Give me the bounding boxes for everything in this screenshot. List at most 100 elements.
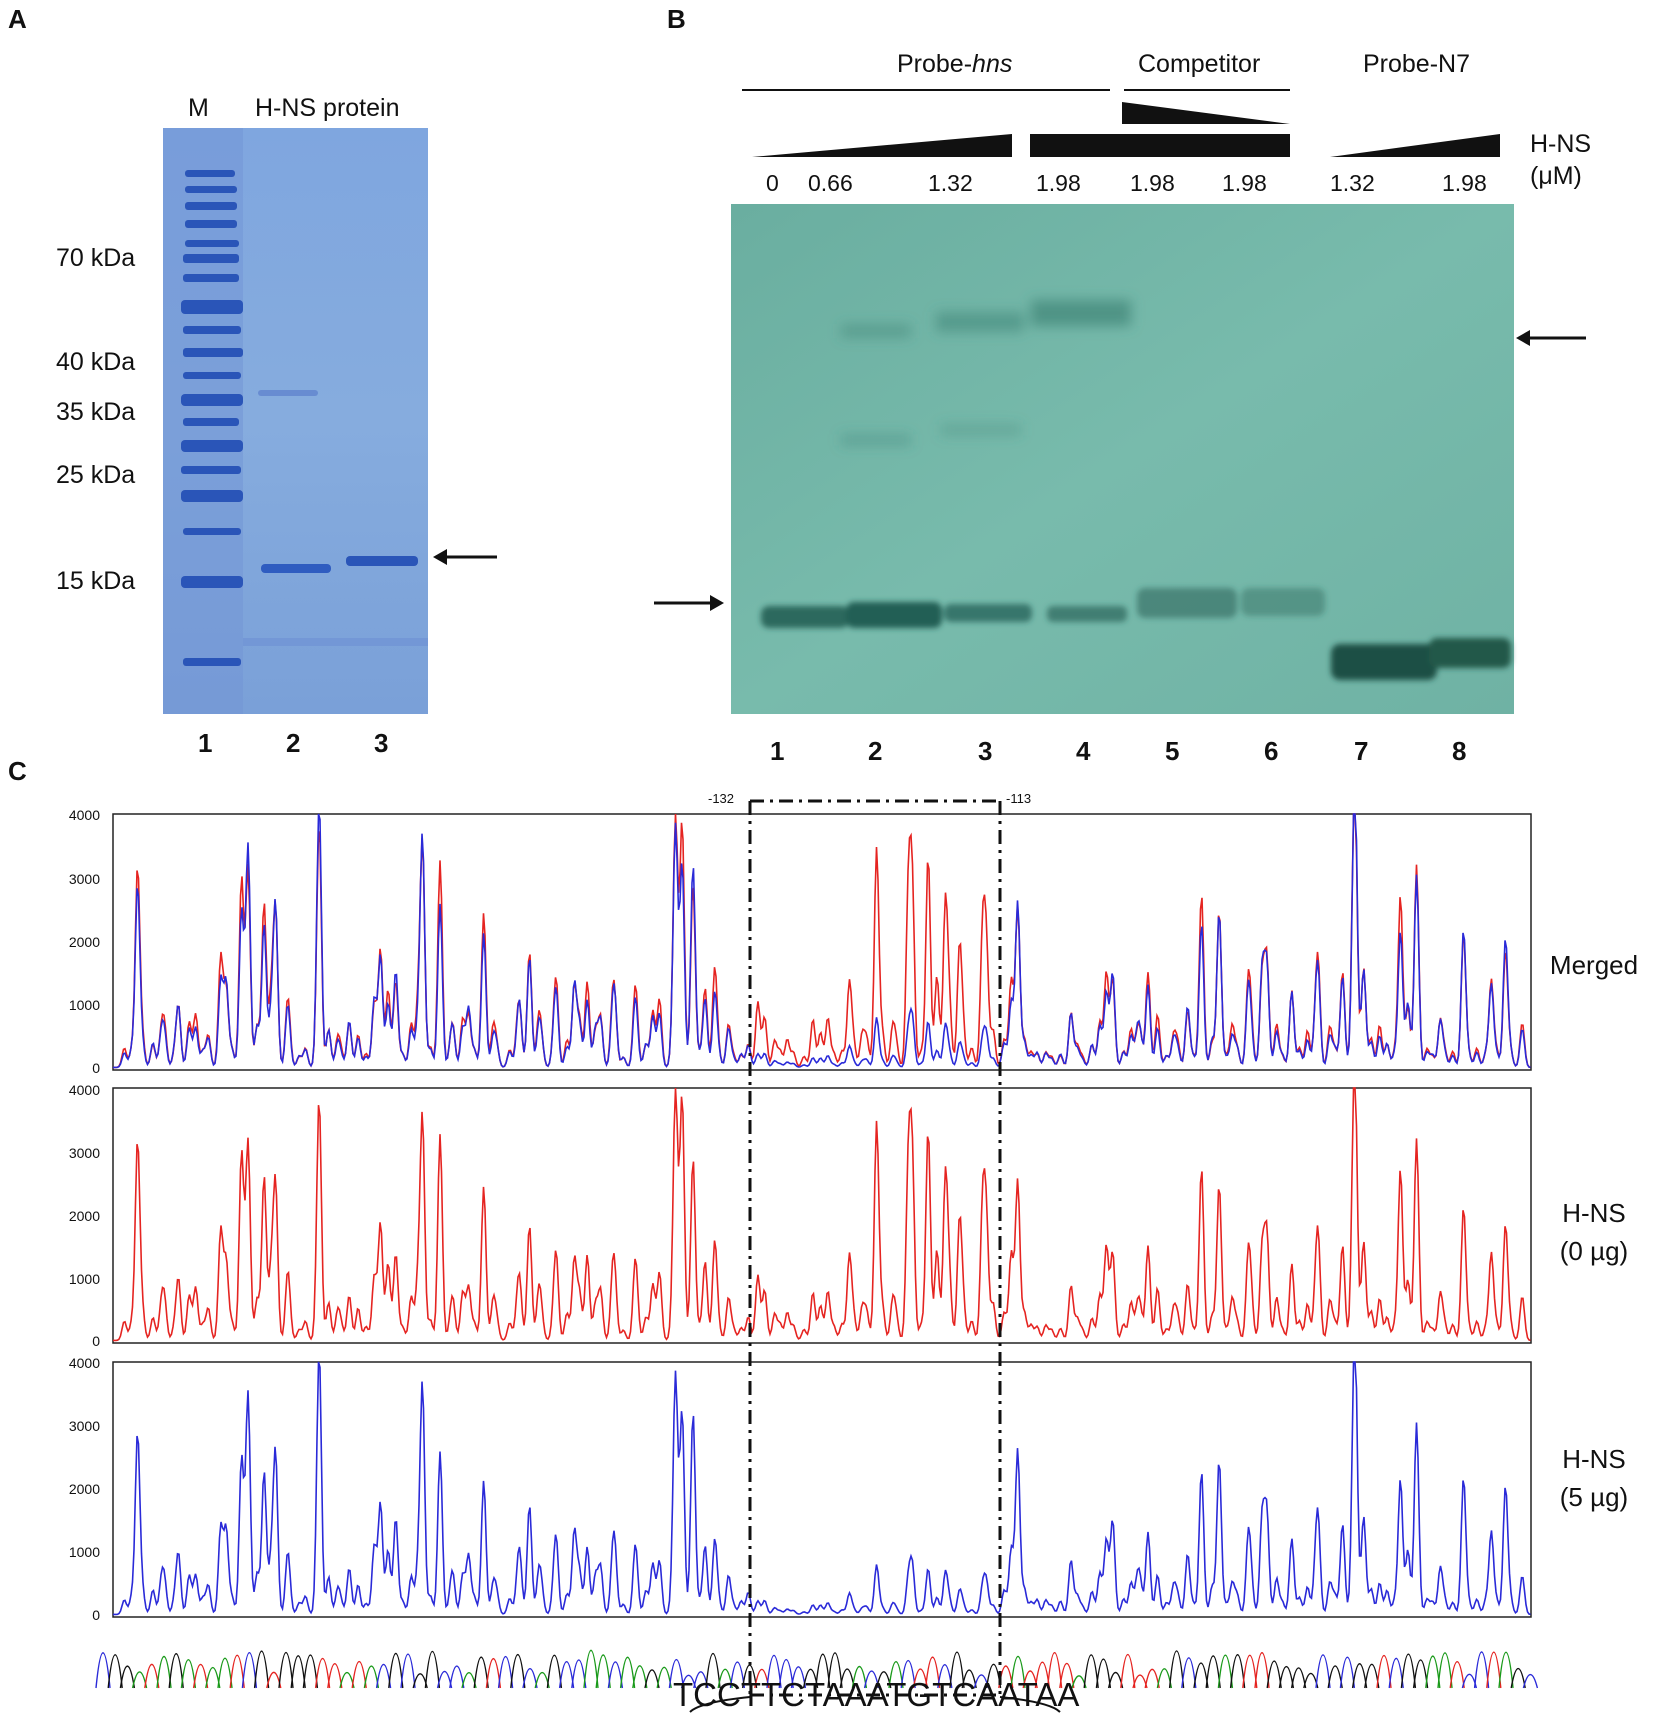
sequencing-peak [1376,1654,1392,1689]
sequencing-peak [924,1656,941,1689]
sequencing-peak [119,1665,136,1689]
sequencing-peak [1290,1667,1307,1689]
panel-b-lane-5: 5 [1165,736,1180,766]
panel-a-arrow-icon [433,549,497,565]
sequencing-peak [497,1655,514,1689]
panel-b-lane-2: 2 [868,736,883,766]
conc-lane-4: 1.98 [1036,170,1081,196]
mw-label-40: 40 kDa [56,348,136,376]
sequencing-peak [290,1655,306,1689]
merged-control-trace [113,813,1531,1069]
sequencing-peak [217,1657,233,1689]
sequencing-peak [1278,1665,1295,1689]
protected-sequence: TCCTTCTAAATGTCAATAA [673,1676,1080,1713]
control-ytick-4000: 4000 [68,1082,100,1098]
conc-lane-3: 1.32 [928,170,973,196]
conc-lane-2: 0.66 [808,170,853,196]
panel-a-lane-1: 1 [198,728,213,758]
sds-page-gel [163,128,428,714]
merged-ytick-1000: 1000 [68,997,100,1013]
unit-label: (μM) [1530,162,1582,190]
control-trace [113,1087,1531,1342]
sequencing-peak [351,1661,367,1689]
sequencing-peak [949,1651,965,1689]
sequencing-peak [619,1656,636,1689]
conc-lane-5: 1.98 [1130,170,1175,196]
sequencing-peak [705,1652,721,1689]
sequencing-peak [1181,1657,1197,1689]
treated-ytick-1000: 1000 [68,1544,100,1560]
sequencing-peak [1510,1667,1526,1689]
sequencing-peak [400,1653,416,1689]
panel-b-lane-6: 6 [1264,736,1279,766]
sequencing-peak [144,1663,160,1689]
sequencing-peak [1522,1673,1539,1689]
sequencing-peak [595,1654,611,1689]
treated-label: H-NS (5 µg) [1538,1440,1650,1516]
conc-lane-1: 0 [766,170,779,196]
conc-lane-7: 1.32 [1330,170,1375,196]
sequencing-peak [607,1661,624,1689]
sequencing-peak [253,1650,270,1689]
sequencing-peak [1254,1652,1270,1689]
mw-label-35: 35 kDa [56,398,136,426]
sequencing-peak [229,1654,245,1689]
sequencing-peak [851,1665,868,1689]
window-start-label: -132 [708,791,735,806]
sequencing-peak [668,1658,685,1689]
protein-label: H-NS protein [255,94,400,122]
sequencing-peak [644,1669,660,1689]
mw-label-25: 25 kDa [56,461,136,489]
free-probe-arrow-icon [654,595,724,611]
sequencing-peak [1229,1654,1246,1689]
treated-ytick-4000: 4000 [68,1355,100,1371]
sequencing-peak [449,1665,465,1689]
sequencing-peak [888,1661,904,1689]
mw-label-70: 70 kDa [56,244,136,272]
sequencing-peak [510,1653,526,1689]
merged-ytick-3000: 3000 [68,871,100,887]
panel-b-lane-1: 1 [770,736,785,766]
sequencing-peak [522,1668,538,1689]
sequencing-peak [1388,1657,1404,1689]
sequencing-peak [1315,1654,1331,1689]
treated-label-line2: (5 µg) [1559,1482,1629,1512]
treated-ytick-3000: 3000 [68,1418,100,1434]
panel-b-lane-8: 8 [1452,736,1467,766]
treated-ytick-2000: 2000 [68,1481,100,1497]
sequencing-peak [241,1652,258,1689]
complex-arrow-icon [1516,330,1586,346]
control-ytick-1000: 1000 [68,1271,100,1287]
emsa-gel [731,204,1514,714]
control-ytick-2000: 2000 [68,1208,100,1224]
sequencing-peak [473,1656,489,1689]
sequencing-peak [1242,1654,1258,1689]
probe-hns-label: Probe-hns [897,50,1013,78]
sequencing-peak [95,1652,111,1689]
sequencing-peak [583,1649,599,1689]
sequencing-peak [1144,1668,1160,1689]
sequencing-peak [1400,1653,1417,1689]
sequencing-peak [827,1652,843,1689]
sequencing-peak [192,1664,209,1689]
sequencing-peak [1217,1654,1234,1689]
sequencing-peak [485,1657,502,1689]
merged-ytick-0: 0 [92,1060,100,1076]
sequencing-peak [729,1661,746,1689]
treated-ytick-0: 0 [92,1607,100,1623]
sequencing-peak [766,1654,782,1689]
conc-lane-8: 1.98 [1442,170,1487,196]
sequencing-peak [632,1665,648,1689]
sequencing-peak [1010,1655,1026,1689]
sequencing-peak [961,1669,977,1689]
sequencing-peak [1351,1663,1368,1689]
sequencing-peak [424,1651,441,1689]
sequencing-peak [388,1652,404,1689]
sequencing-peak [156,1655,172,1689]
sequencing-peak [314,1657,331,1689]
control-label-line2: (0 µg) [1559,1236,1629,1266]
sequencing-peak [1046,1651,1063,1689]
sequencing-peak [168,1653,184,1689]
sequencing-peak [1425,1655,1441,1689]
